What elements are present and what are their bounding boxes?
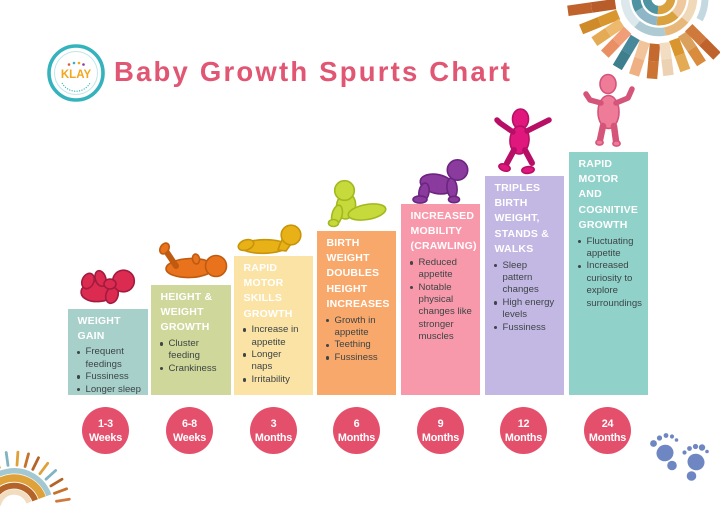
svg-text:KLAY: KLAY xyxy=(61,69,92,81)
